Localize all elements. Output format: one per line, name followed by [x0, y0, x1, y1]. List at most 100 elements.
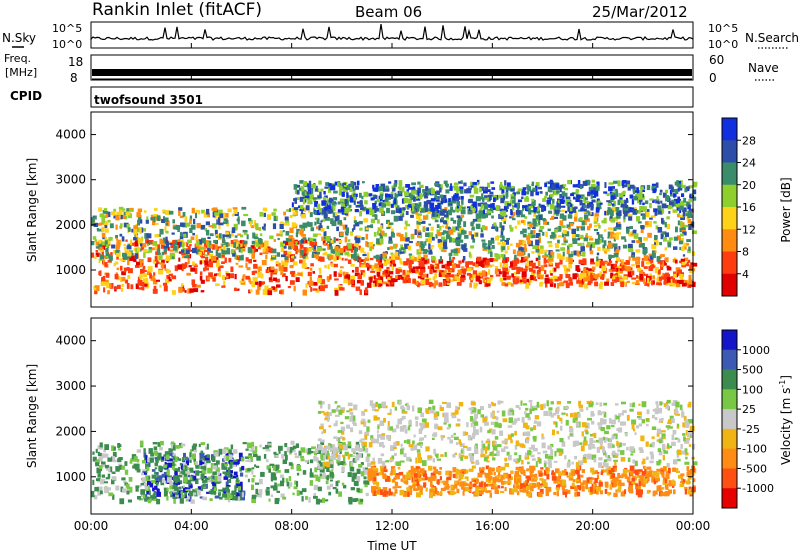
scatter-cell [682, 254, 686, 257]
scatter-cell [255, 223, 259, 230]
scatter-cell [420, 279, 426, 285]
scatter-cell [692, 196, 697, 201]
scatter-cell [608, 186, 612, 192]
scatter-cell [284, 469, 290, 473]
scatter-cell [218, 473, 222, 478]
scatter-cell [195, 234, 199, 241]
scatter-cell [608, 182, 614, 185]
scatter-cell [582, 274, 587, 280]
scatter-cell [225, 250, 231, 255]
scatter-cell [231, 491, 235, 497]
scatter-cell [514, 271, 517, 275]
scatter-cell [212, 465, 218, 470]
scatter-cell [216, 263, 221, 267]
scatter-cell [561, 485, 565, 491]
scatter-cell [378, 283, 383, 287]
scatter-cell [657, 210, 662, 215]
scatter-cell [330, 469, 334, 472]
scatter-cell [278, 445, 283, 451]
scatter-cell [179, 442, 183, 448]
scatter-cell [679, 207, 682, 214]
freq-label-line2: [MHz] [5, 66, 37, 79]
scatter-cell [635, 280, 640, 285]
scatter-cell [559, 198, 564, 203]
scatter-cell [341, 466, 345, 473]
scatter-cell [481, 225, 486, 230]
scatter-cell [324, 264, 327, 269]
scatter-cell [668, 489, 672, 494]
scatter-cell [415, 242, 421, 247]
scatter-cell [124, 279, 129, 284]
scatter-cell [687, 219, 692, 224]
scatter-cell [398, 269, 402, 273]
scatter-cell [612, 243, 618, 248]
scatter-cell [587, 268, 592, 271]
scatter-cell [183, 465, 188, 472]
scatter-cell [607, 245, 610, 252]
scatter-cell [330, 263, 334, 267]
scatter-cell [398, 180, 403, 186]
scatter-cell [461, 229, 465, 235]
scatter-cell [510, 209, 513, 215]
scatter-cell [660, 492, 666, 496]
scatter-cell [219, 213, 224, 219]
scatter-cell [192, 261, 195, 266]
scatter-cell [418, 283, 422, 286]
scatter-cell [155, 458, 158, 462]
scatter-cell [268, 287, 273, 291]
scatter-cell [225, 271, 229, 275]
scatter-cell [681, 227, 686, 230]
scatter-cell [528, 210, 532, 215]
scatter-cell [567, 180, 572, 185]
scatter-cell [241, 206, 247, 210]
scatter-cell [382, 473, 387, 478]
scatter-cell [397, 186, 400, 189]
scatter-cell [330, 203, 336, 210]
scatter-cell [282, 242, 285, 246]
scatter-cell [396, 232, 401, 237]
scatter-cell [618, 268, 623, 274]
scatter-cell [591, 488, 595, 494]
scatter-cell [356, 201, 360, 204]
scatter-cell [154, 462, 158, 467]
scatter-cell [222, 463, 226, 467]
scatter-cell [310, 451, 314, 454]
scatter-cell [542, 255, 547, 258]
scatter-cell [385, 492, 388, 497]
scatter-cell [107, 457, 113, 462]
scatter-cell [284, 216, 289, 221]
scatter-cell [654, 210, 658, 216]
scatter-cell [120, 214, 123, 220]
scatter-cell [154, 457, 159, 460]
scatter-cell [292, 212, 297, 215]
scatter-cell [318, 275, 323, 281]
scatter-cell [495, 253, 500, 260]
scatter-cell [213, 491, 217, 495]
scatter-cell [104, 240, 108, 245]
scatter-cell [245, 456, 249, 459]
scatter-cell [615, 248, 620, 252]
scatter-cell [288, 476, 292, 482]
scatter-cell [598, 479, 602, 483]
scatter-cell [185, 471, 190, 474]
scatter-cell [415, 204, 420, 209]
scatter-cell [242, 229, 248, 233]
scatter-cell [578, 259, 584, 265]
scatter-cell [373, 282, 378, 287]
scatter-cell [115, 485, 120, 491]
scatter-cell [112, 494, 115, 500]
scatter-cell [561, 243, 567, 246]
scatter-cell [386, 201, 391, 207]
scatter-cell [299, 253, 302, 259]
scatter-cell [686, 243, 690, 246]
scatter-cell [649, 255, 654, 260]
scatter-cell [352, 190, 356, 196]
scatter-cell [311, 247, 316, 251]
scatter-cell [114, 261, 119, 265]
scatter-cell [175, 445, 180, 449]
scatter-cell [226, 222, 230, 227]
scatter-cell [582, 480, 587, 484]
scatter-cell [224, 462, 228, 466]
scatter-cell [209, 250, 213, 253]
scatter-cell [590, 242, 596, 249]
